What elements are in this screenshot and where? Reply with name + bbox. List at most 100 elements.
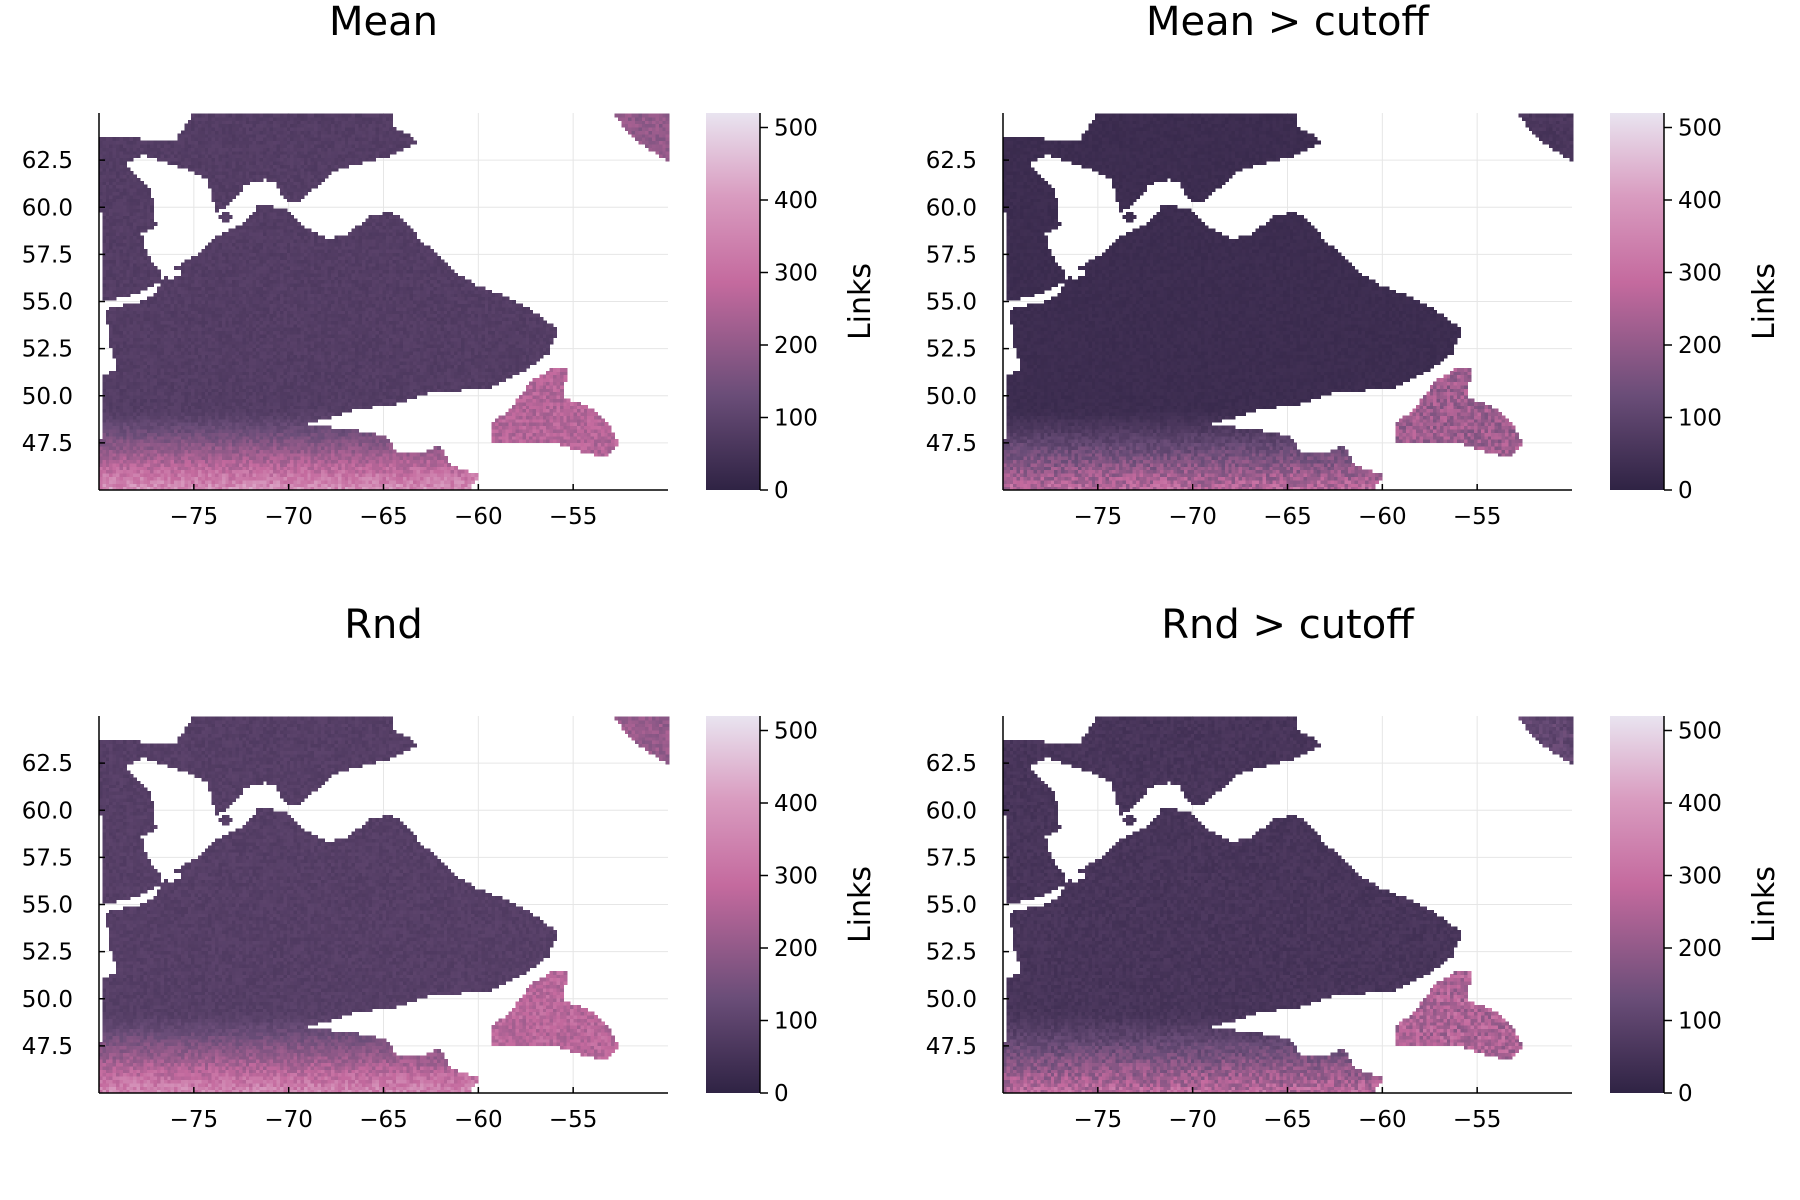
heatmap-cell (328, 388, 332, 392)
heatmap-cell (256, 476, 260, 480)
heatmap-cell (379, 449, 383, 453)
heatmap-cell (133, 409, 137, 413)
heatmap-cell (403, 473, 407, 477)
heatmap-cell (522, 436, 526, 440)
heatmap-cell (498, 426, 502, 430)
heatmap-cell (304, 432, 308, 436)
heatmap-cell (232, 402, 236, 406)
heatmap-cell (352, 392, 356, 396)
heatmap-cell (304, 470, 308, 474)
heatmap-cell (208, 402, 212, 406)
heatmap-cell (280, 470, 284, 474)
heatmap-cell (181, 473, 185, 477)
heatmap-cell (280, 460, 284, 464)
heatmap-cell (550, 429, 554, 433)
heatmap-cell (389, 443, 393, 447)
heatmap-cell (208, 432, 212, 436)
heatmap-cell (328, 429, 332, 433)
heatmap-cell (451, 480, 455, 484)
heatmap-cell (403, 476, 407, 480)
heatmap-cell (451, 473, 455, 477)
heatmap-cell (208, 412, 212, 416)
heatmap-cell (208, 429, 212, 433)
heatmap-cell (379, 446, 383, 450)
heatmap-cell (440, 453, 444, 457)
heatmap-cell (181, 429, 185, 433)
heatmap-cell (604, 422, 608, 426)
heatmap-cell (427, 483, 431, 487)
heatmap-cell (597, 439, 601, 443)
heatmap-cell (280, 402, 284, 406)
heatmap-cell (109, 463, 113, 467)
heatmap-cell (413, 395, 417, 399)
heatmap-cell (157, 460, 161, 464)
heatmap-cell (451, 470, 455, 474)
heatmap-cell (208, 398, 212, 402)
heatmap-cell (181, 398, 185, 402)
heatmap-cell (550, 409, 554, 413)
heatmap-cell (550, 412, 554, 416)
heatmap-cell (352, 429, 356, 433)
heatmap-cell (352, 439, 356, 443)
heatmap-cell (280, 443, 284, 447)
heatmap-cell (232, 415, 236, 419)
heatmap-cell (403, 456, 407, 460)
heatmap-cell (208, 470, 212, 474)
heatmap-cell (352, 402, 356, 406)
heatmap-cell (522, 402, 526, 406)
heatmap-cell (133, 439, 137, 443)
heatmap-cell (256, 443, 260, 447)
heatmap-cell (157, 476, 161, 480)
heatmap-cell (232, 432, 236, 436)
heatmap-cell (109, 412, 113, 416)
heatmap-cell (208, 480, 212, 484)
heatmap-cell (379, 443, 383, 447)
heatmap-cell (550, 432, 554, 436)
heatmap-cell (181, 470, 185, 474)
heatmap-cell (427, 460, 431, 464)
heatmap-cell (181, 439, 185, 443)
heatmap-cell (522, 426, 526, 430)
heatmap-cell (475, 476, 479, 480)
heatmap-cell (328, 460, 332, 464)
heatmap-cell (560, 392, 564, 396)
heatmap-cell (232, 476, 236, 480)
heatmap-cell (256, 392, 260, 396)
heatmap-cell (328, 426, 332, 430)
heatmap-cell (427, 463, 431, 467)
heatmap-cell (232, 483, 236, 487)
heatmap-cell (109, 432, 113, 436)
heatmap-cell (208, 460, 212, 464)
heatmap-cell (208, 473, 212, 477)
heatmap-cell (574, 422, 578, 426)
heatmap-cell (498, 429, 502, 433)
heatmap-cell (280, 483, 284, 487)
heatmap-cell (567, 398, 571, 402)
heatmap-cell (451, 476, 455, 480)
heatmap-cell (574, 405, 578, 409)
heatmap-cell (393, 402, 397, 406)
heatmap-cell (498, 415, 502, 419)
heatmap-cell (403, 463, 407, 467)
heatmap-cell (444, 456, 448, 460)
heatmap-cell (181, 483, 185, 487)
heatmap-cell (304, 412, 308, 416)
heatmap-cell (475, 473, 479, 477)
heatmap-cell (109, 483, 113, 487)
heatmap-cell (328, 402, 332, 406)
heatmap-cell (256, 463, 260, 467)
heatmap-cell (109, 476, 113, 480)
heatmap-cell (328, 470, 332, 474)
heatmap-cell (133, 402, 137, 406)
heatmap-cell (427, 476, 431, 480)
heatmap-cell (181, 460, 185, 464)
panel-title: Mean (329, 0, 438, 45)
heatmap-cell (328, 449, 332, 453)
heatmap-cell (133, 429, 137, 433)
heatmap-cell (522, 422, 526, 426)
heatmap-cell (133, 395, 137, 399)
heatmap-cell (280, 415, 284, 419)
heatmap-cell (256, 385, 260, 389)
heatmap-cell (181, 446, 185, 450)
heatmap-cell (328, 476, 332, 480)
